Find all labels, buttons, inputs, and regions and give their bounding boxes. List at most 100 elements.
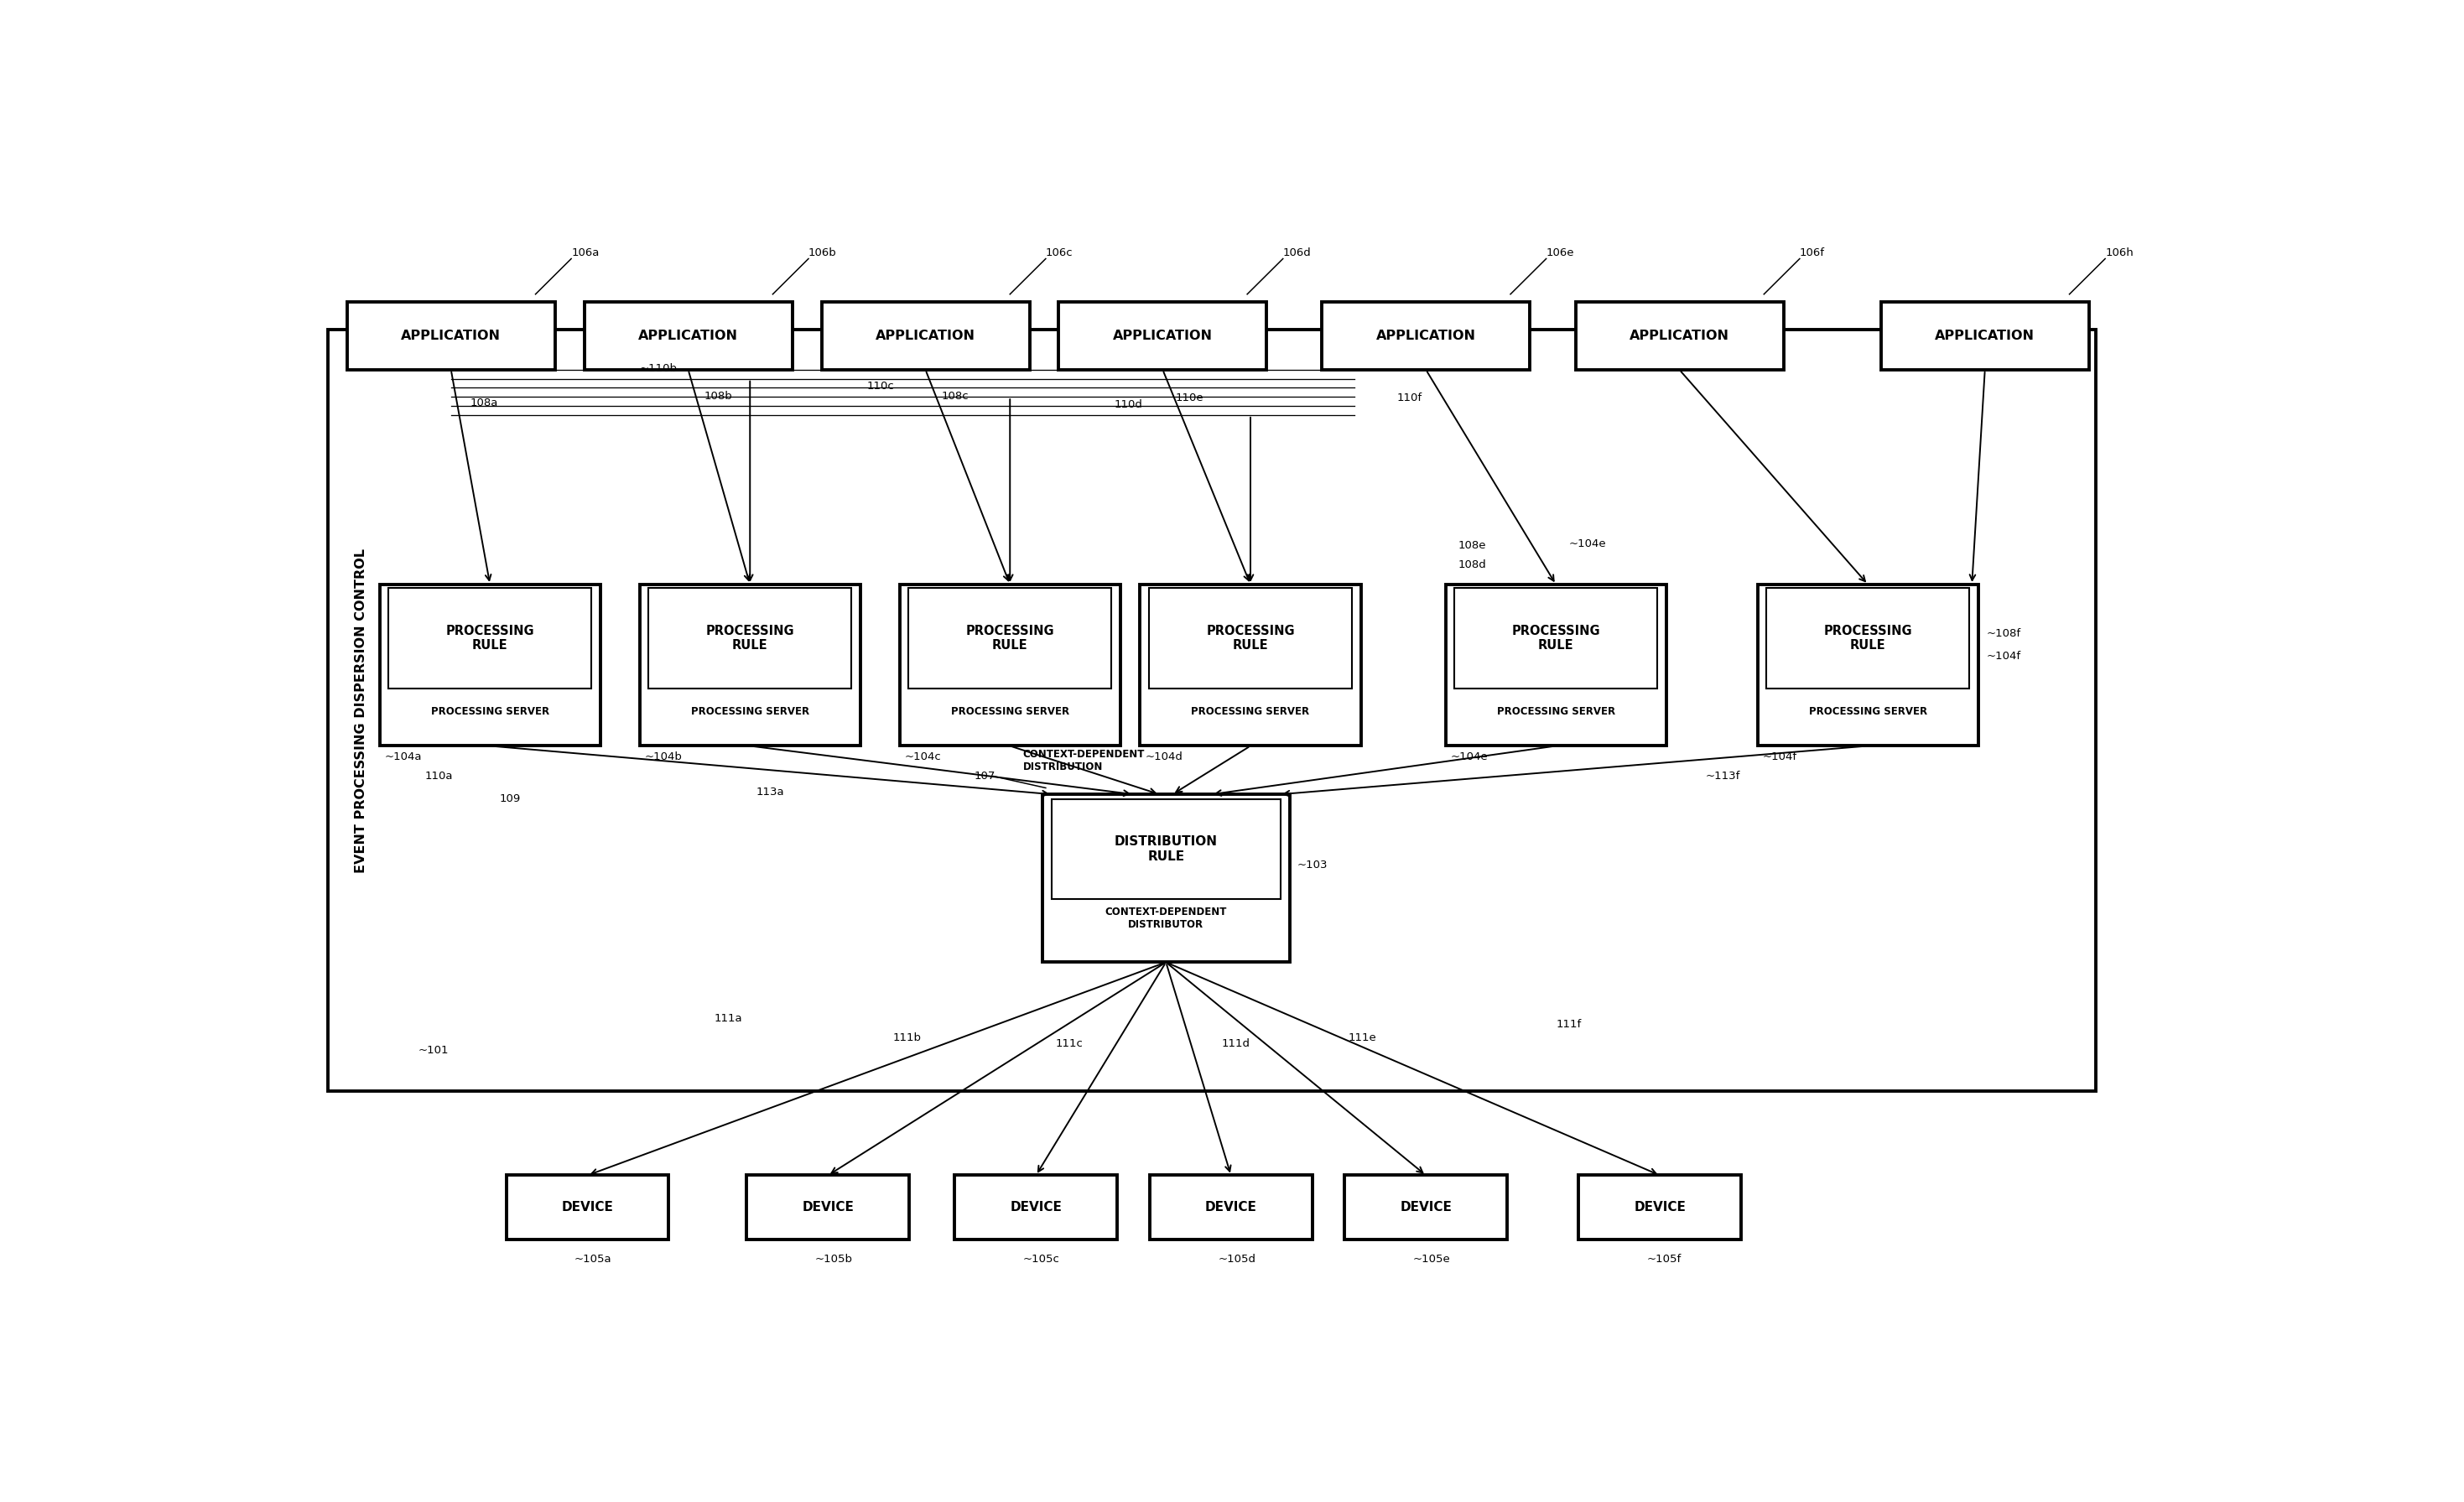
FancyBboxPatch shape: [747, 1176, 909, 1241]
Text: PROCESSING
RULE: PROCESSING RULE: [705, 625, 793, 652]
Text: 108d: 108d: [1459, 559, 1486, 571]
Text: APPLICATION: APPLICATION: [638, 329, 739, 342]
Text: ~104d: ~104d: [1146, 751, 1183, 762]
Text: APPLICATION: APPLICATION: [402, 329, 500, 342]
Text: 111d: 111d: [1222, 1038, 1249, 1050]
FancyBboxPatch shape: [1151, 1176, 1313, 1241]
Text: PROCESSING
RULE: PROCESSING RULE: [446, 625, 535, 652]
Text: ~113f: ~113f: [1705, 771, 1740, 781]
Text: 106c: 106c: [1045, 248, 1074, 258]
Text: 111c: 111c: [1055, 1038, 1084, 1050]
Text: 106a: 106a: [572, 248, 599, 258]
Text: CONTEXT-DEPENDENT
DISTRIBUTOR: CONTEXT-DEPENDENT DISTRIBUTOR: [1104, 907, 1227, 930]
Text: ~104c: ~104c: [904, 751, 941, 762]
Text: PROCESSING
RULE: PROCESSING RULE: [1823, 625, 1912, 652]
Text: PROCESSING
RULE: PROCESSING RULE: [1207, 625, 1294, 652]
FancyBboxPatch shape: [1141, 584, 1360, 746]
Text: APPLICATION: APPLICATION: [875, 329, 976, 342]
FancyBboxPatch shape: [347, 302, 554, 369]
Text: DEVICE: DEVICE: [1205, 1202, 1257, 1214]
FancyBboxPatch shape: [954, 1176, 1116, 1241]
Text: ~108f: ~108f: [1986, 628, 2020, 640]
Text: APPLICATION: APPLICATION: [1375, 329, 1476, 342]
Text: DEVICE: DEVICE: [562, 1202, 614, 1214]
Text: ~105c: ~105c: [1023, 1254, 1060, 1265]
Text: ~104a: ~104a: [384, 751, 421, 762]
FancyBboxPatch shape: [379, 584, 601, 746]
Text: ~110b: ~110b: [641, 363, 678, 374]
Text: PROCESSING SERVER: PROCESSING SERVER: [951, 706, 1069, 716]
Text: PROCESSING SERVER: PROCESSING SERVER: [1809, 706, 1927, 716]
Text: ~105d: ~105d: [1217, 1254, 1257, 1265]
Text: ~104b: ~104b: [646, 751, 683, 762]
FancyBboxPatch shape: [1060, 302, 1266, 369]
Text: 106d: 106d: [1284, 248, 1311, 258]
FancyBboxPatch shape: [1052, 799, 1281, 900]
Text: 106h: 106h: [2104, 248, 2134, 258]
Text: PROCESSING SERVER: PROCESSING SERVER: [431, 706, 549, 716]
Text: ~105b: ~105b: [816, 1254, 853, 1265]
FancyBboxPatch shape: [1042, 795, 1289, 963]
Text: 108c: 108c: [941, 391, 968, 403]
Text: PROCESSING SERVER: PROCESSING SERVER: [1496, 706, 1614, 716]
Text: ~105e: ~105e: [1412, 1254, 1451, 1265]
Text: 111b: 111b: [892, 1032, 922, 1042]
FancyBboxPatch shape: [1880, 302, 2089, 369]
Text: 108e: 108e: [1459, 541, 1486, 551]
Text: ~104e: ~104e: [1570, 538, 1607, 548]
Text: 113a: 113a: [756, 787, 784, 798]
Text: 110d: 110d: [1114, 400, 1143, 410]
Text: 111f: 111f: [1555, 1020, 1582, 1030]
Text: PROCESSING SERVER: PROCESSING SERVER: [1190, 706, 1311, 716]
Text: APPLICATION: APPLICATION: [1629, 329, 1730, 342]
Text: 110a: 110a: [424, 771, 453, 781]
Text: DEVICE: DEVICE: [1634, 1202, 1685, 1214]
FancyBboxPatch shape: [1579, 1176, 1742, 1241]
Text: ~105a: ~105a: [574, 1254, 611, 1265]
FancyBboxPatch shape: [909, 587, 1111, 688]
FancyBboxPatch shape: [1574, 302, 1784, 369]
FancyBboxPatch shape: [648, 587, 853, 688]
Text: DEVICE: DEVICE: [1400, 1202, 1451, 1214]
FancyBboxPatch shape: [1446, 584, 1666, 746]
Text: 111e: 111e: [1348, 1032, 1377, 1042]
FancyBboxPatch shape: [1767, 587, 1969, 688]
Text: 109: 109: [500, 793, 520, 804]
Text: DISTRIBUTION
RULE: DISTRIBUTION RULE: [1114, 835, 1217, 862]
Text: ~104f: ~104f: [1762, 751, 1796, 762]
Text: ~101: ~101: [419, 1045, 448, 1056]
FancyBboxPatch shape: [1345, 1176, 1508, 1241]
Text: 110e: 110e: [1175, 392, 1205, 404]
FancyBboxPatch shape: [328, 329, 2094, 1092]
Text: 106f: 106f: [1799, 248, 1826, 258]
FancyBboxPatch shape: [821, 302, 1030, 369]
Text: ~104e: ~104e: [1451, 751, 1488, 762]
Text: DEVICE: DEVICE: [801, 1202, 855, 1214]
Text: 106e: 106e: [1547, 248, 1574, 258]
Text: PROCESSING SERVER: PROCESSING SERVER: [690, 706, 808, 716]
Text: ~104f: ~104f: [1986, 650, 2020, 662]
FancyBboxPatch shape: [1323, 302, 1530, 369]
Text: 108b: 108b: [705, 391, 732, 403]
Text: PROCESSING
RULE: PROCESSING RULE: [966, 625, 1055, 652]
Text: 110f: 110f: [1397, 392, 1422, 404]
FancyBboxPatch shape: [1454, 587, 1658, 688]
Text: ~103: ~103: [1296, 861, 1328, 871]
Text: EVENT PROCESSING DISPERSION CONTROL: EVENT PROCESSING DISPERSION CONTROL: [355, 548, 367, 873]
Text: PROCESSING
RULE: PROCESSING RULE: [1510, 625, 1599, 652]
FancyBboxPatch shape: [899, 584, 1121, 746]
Text: APPLICATION: APPLICATION: [1114, 329, 1212, 342]
Text: 107: 107: [973, 771, 995, 781]
Text: APPLICATION: APPLICATION: [1934, 329, 2035, 342]
FancyBboxPatch shape: [641, 584, 860, 746]
FancyBboxPatch shape: [389, 587, 591, 688]
FancyBboxPatch shape: [1757, 584, 1979, 746]
FancyBboxPatch shape: [584, 302, 793, 369]
Text: ~105f: ~105f: [1646, 1254, 1680, 1265]
Text: 108a: 108a: [471, 398, 498, 409]
Text: 106b: 106b: [808, 248, 838, 258]
Text: DEVICE: DEVICE: [1010, 1202, 1062, 1214]
FancyBboxPatch shape: [505, 1176, 668, 1241]
Text: 110c: 110c: [867, 382, 894, 392]
FancyBboxPatch shape: [1148, 587, 1353, 688]
